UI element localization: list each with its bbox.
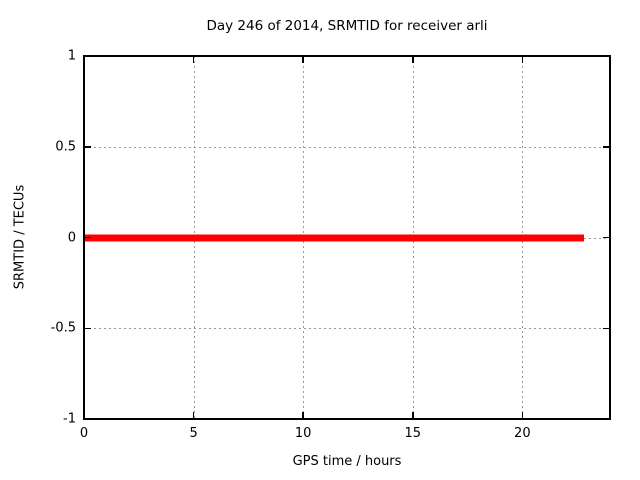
x-tick-top <box>412 56 414 63</box>
y-axis-label: SRMTID / TECUs <box>12 184 28 290</box>
x-tick-label: 5 <box>189 426 198 441</box>
y-tick-label: 0 <box>67 230 76 245</box>
y-tick-label: 1 <box>67 48 76 64</box>
x-tick-top <box>521 56 524 63</box>
x-tick-top <box>302 56 304 63</box>
x-tick-bottom <box>192 412 195 419</box>
series-layer <box>84 56 610 419</box>
y-gridline <box>84 146 610 148</box>
y-tick-left <box>84 146 91 148</box>
y-tick-right <box>603 146 610 148</box>
y-tick-left <box>84 236 91 239</box>
x-tick-top <box>192 56 195 63</box>
x-tick-bottom <box>412 412 414 419</box>
x-tick-label: 10 <box>294 426 312 441</box>
y-tick-right <box>603 327 610 329</box>
y-tick-left <box>84 327 91 329</box>
x-tick-label: 20 <box>514 426 531 441</box>
x-axis-label: GPS time / hours <box>292 454 402 469</box>
y-gridline <box>84 328 610 330</box>
chart-title: Day 246 of 2014, SRMTID for receiver arl… <box>206 18 488 34</box>
x-tick-label: 15 <box>404 426 422 441</box>
x-tick-bottom <box>521 412 524 419</box>
y-tick-label: -0.5 <box>50 320 76 336</box>
tick-layer <box>84 56 610 419</box>
y-tick-right <box>603 236 610 239</box>
y-tick-label: 0.5 <box>55 139 76 155</box>
x-tick-bottom <box>302 412 304 419</box>
y-tick-label: -1 <box>63 411 76 427</box>
data-series-line <box>84 234 584 241</box>
x-tick-label: 0 <box>79 426 89 441</box>
